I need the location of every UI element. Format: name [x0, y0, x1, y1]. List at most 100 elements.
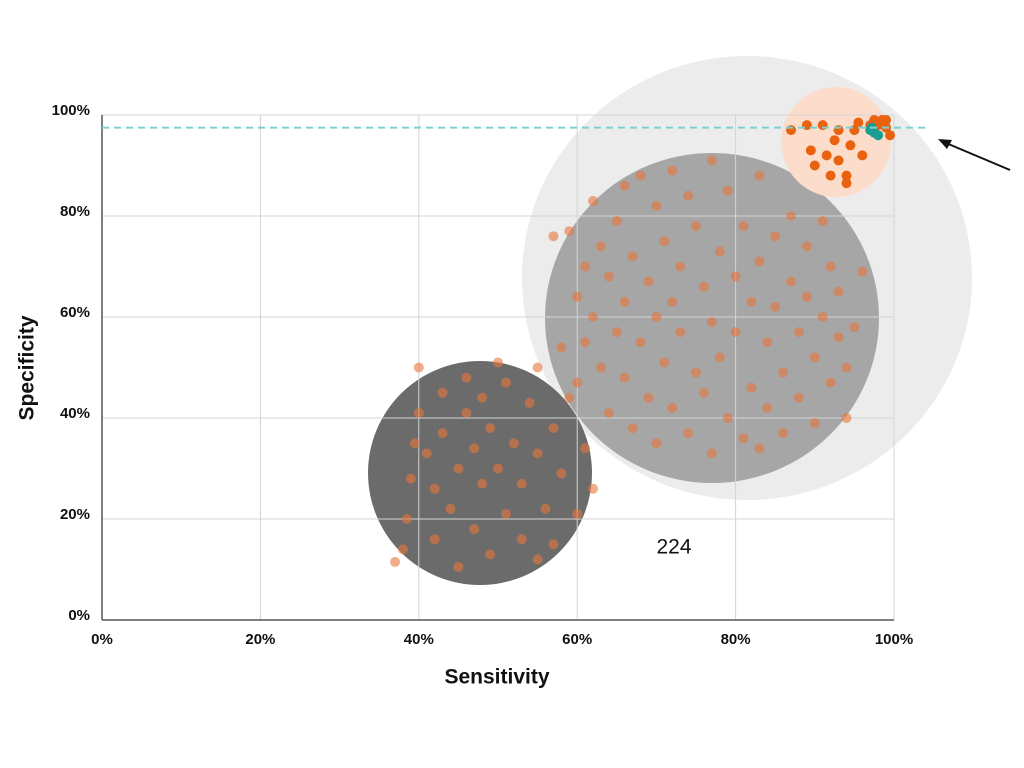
point [841, 362, 852, 373]
point [611, 216, 622, 227]
point [691, 221, 701, 232]
point [461, 407, 472, 418]
point [413, 362, 424, 373]
point [754, 256, 765, 267]
point [580, 337, 591, 348]
x-tick-label: 100% [875, 631, 913, 648]
point [572, 377, 583, 388]
y-tick-label: 100% [52, 102, 90, 119]
point [659, 357, 670, 368]
point [762, 402, 773, 413]
point [857, 266, 868, 277]
point [390, 556, 401, 567]
region-lower [368, 361, 592, 585]
point [485, 549, 496, 560]
point [564, 392, 575, 403]
point [746, 296, 757, 307]
point [675, 261, 686, 272]
y-tick-label: 0% [68, 607, 90, 624]
point [619, 180, 630, 191]
point [821, 150, 832, 161]
point [572, 508, 583, 519]
x-tick-label: 40% [404, 631, 434, 648]
point [698, 281, 709, 292]
point [651, 200, 662, 211]
point [698, 387, 709, 398]
point [786, 276, 797, 287]
point [556, 468, 567, 479]
point [833, 332, 844, 343]
point [841, 413, 852, 423]
point [532, 362, 543, 373]
y-tick-label: 20% [60, 506, 90, 523]
point [619, 372, 630, 383]
point [477, 478, 488, 489]
point [477, 392, 488, 403]
point [706, 155, 717, 166]
point [524, 397, 535, 408]
point [853, 117, 864, 128]
point [754, 443, 765, 454]
point [603, 407, 614, 418]
point [786, 211, 797, 221]
point [754, 170, 765, 181]
point [675, 327, 686, 338]
point [651, 312, 662, 322]
point [714, 246, 725, 257]
point [580, 261, 591, 272]
point [500, 377, 511, 388]
point [845, 140, 856, 151]
point [738, 433, 749, 444]
point [659, 236, 670, 247]
point [825, 261, 836, 272]
point [635, 170, 646, 181]
point [730, 271, 741, 282]
point [588, 483, 599, 494]
point [595, 362, 606, 373]
y-tick-label: 40% [60, 405, 90, 422]
point [461, 372, 472, 383]
point [413, 407, 424, 418]
point [801, 291, 812, 302]
point [397, 544, 408, 555]
point [493, 463, 503, 474]
point [651, 438, 662, 449]
point [706, 317, 717, 328]
point [437, 387, 448, 398]
point [770, 301, 781, 312]
point [809, 418, 820, 429]
point [453, 463, 464, 474]
point [635, 337, 646, 348]
point [833, 286, 844, 297]
point [805, 145, 816, 156]
point [564, 226, 575, 237]
point [453, 561, 464, 572]
point [493, 357, 503, 368]
point [619, 296, 630, 307]
point [683, 428, 694, 439]
point [627, 251, 638, 262]
point [627, 423, 638, 434]
point [409, 438, 420, 449]
x-axis-title: Sensitivity [444, 666, 549, 689]
point [421, 448, 432, 459]
point [849, 322, 860, 333]
point [445, 503, 456, 514]
point [762, 337, 773, 348]
point [437, 428, 448, 439]
point [793, 327, 804, 338]
point [809, 352, 820, 363]
point [580, 443, 591, 454]
point [469, 524, 480, 535]
point [643, 392, 654, 403]
point [429, 483, 440, 494]
point [841, 178, 852, 189]
point [667, 165, 678, 176]
point [643, 276, 654, 287]
x-tick-label: 20% [245, 631, 275, 648]
point [516, 534, 527, 545]
point [825, 377, 836, 388]
point [548, 539, 559, 550]
point [793, 392, 804, 403]
point [825, 170, 836, 181]
